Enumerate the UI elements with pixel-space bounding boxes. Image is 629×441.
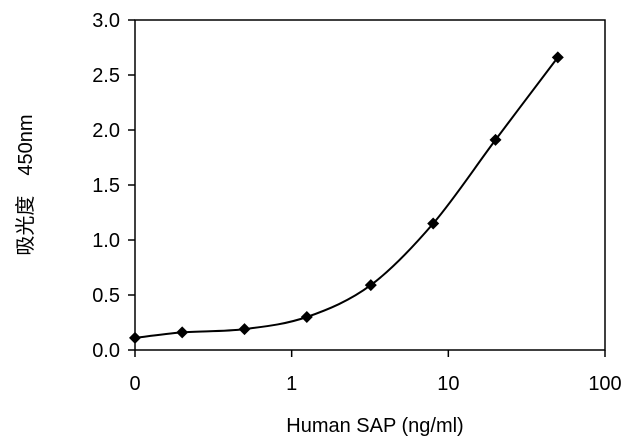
y-axis-title: 吸光度 450nm bbox=[14, 114, 37, 255]
data-point-diamond bbox=[129, 331, 141, 344]
axis-ticks bbox=[128, 19, 606, 357]
x-tick-label: 1 bbox=[286, 373, 297, 395]
plot-area-frame bbox=[134, 19, 606, 351]
y-tick-label: 3.0 bbox=[92, 10, 120, 32]
x-tick-label: 10 bbox=[437, 373, 459, 395]
data-point-diamond bbox=[300, 311, 313, 323]
data-point-diamond bbox=[489, 133, 502, 146]
data-point-diamond bbox=[364, 279, 377, 292]
y-tick-label: 0.0 bbox=[92, 340, 120, 362]
x-tick-label: 100 bbox=[588, 373, 621, 395]
data-point-diamond bbox=[176, 326, 189, 339]
y-tick-label: 0.5 bbox=[92, 285, 120, 307]
axis-tick-labels: 0.0 0.5 1.0 1.5 2.0 2.5 3.0 0 1 10 100 bbox=[92, 10, 622, 395]
data-point-diamond bbox=[551, 51, 564, 64]
y-tick-label: 1.5 bbox=[92, 175, 120, 197]
y-tick-label: 2.5 bbox=[92, 65, 120, 87]
y-tick-label: 1.0 bbox=[92, 230, 120, 252]
x-axis-title: Human SAP (ng/ml) bbox=[286, 415, 463, 437]
data-point-diamond bbox=[238, 323, 251, 336]
x-tick-label: 0 bbox=[129, 373, 140, 395]
series-markers bbox=[129, 51, 564, 344]
y-tick-label: 2.0 bbox=[92, 120, 120, 142]
series-curve bbox=[134, 56, 559, 339]
data-point-diamond bbox=[427, 217, 440, 230]
